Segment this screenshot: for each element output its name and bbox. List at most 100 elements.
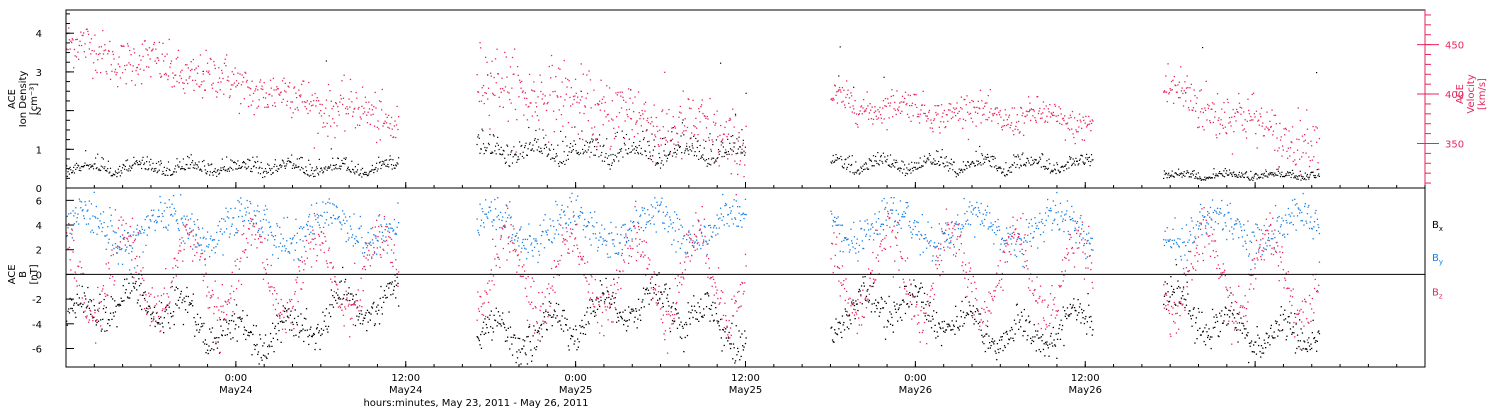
velocity-point (139, 55, 140, 56)
velocity-point (146, 66, 147, 67)
density-point (1005, 162, 1006, 163)
by-point (559, 224, 560, 225)
bx-point (965, 297, 966, 298)
density-point (548, 154, 549, 155)
velocity-point (243, 77, 244, 78)
bx-point (1174, 292, 1175, 293)
velocity-point (923, 91, 924, 92)
density-point (1090, 161, 1091, 162)
bx-point (89, 308, 90, 309)
velocity-point (325, 108, 326, 109)
density-point (1015, 156, 1016, 157)
velocity-point (977, 113, 978, 114)
density-point (609, 164, 610, 165)
velocity-point (1306, 109, 1307, 110)
velocity-point (355, 127, 356, 128)
density-point (107, 168, 108, 169)
density-point (864, 169, 865, 170)
bx-point (1213, 327, 1214, 328)
bx-point (1197, 330, 1198, 331)
bx-point (616, 322, 617, 323)
by-point (605, 240, 606, 241)
density-point (662, 138, 663, 139)
velocity-point (505, 86, 506, 87)
velocity-point (717, 136, 718, 137)
density-point (377, 171, 378, 172)
velocity-point (634, 136, 635, 137)
velocity-point (1083, 120, 1084, 121)
velocity-point (201, 81, 202, 82)
bx-point (189, 304, 190, 305)
bx-point (1187, 282, 1188, 283)
density-point (202, 161, 203, 162)
by-point (293, 259, 294, 260)
density-point (1238, 174, 1239, 175)
density-point (1070, 157, 1071, 158)
velocity-point (1071, 128, 1072, 129)
bx-point (364, 318, 365, 319)
density-point (533, 150, 534, 151)
bx-point (267, 346, 268, 347)
by-point (505, 212, 506, 213)
density-point (258, 172, 259, 173)
velocity-point (68, 27, 69, 28)
density-point (895, 162, 896, 163)
velocity-point (323, 122, 324, 123)
bx-point (147, 312, 148, 313)
bx-point (695, 318, 696, 319)
density-point (563, 161, 564, 162)
density-point (710, 164, 711, 165)
bx-point (729, 332, 730, 333)
velocity-point (1226, 133, 1227, 134)
bx-point (1033, 341, 1034, 342)
density-point (1204, 179, 1205, 180)
velocity-point (961, 97, 962, 98)
density-point (664, 155, 665, 156)
density-point (268, 172, 269, 173)
density-point (1223, 170, 1224, 171)
velocity-point (663, 126, 664, 127)
bx-point (501, 319, 502, 320)
bx-point (252, 334, 253, 335)
velocity-point (874, 112, 875, 113)
density-point (663, 164, 664, 165)
bx-point (845, 311, 846, 312)
density-point (566, 160, 567, 161)
by-point (273, 236, 274, 237)
bx-point (542, 336, 543, 337)
velocity-point (708, 137, 709, 138)
bx-point (611, 304, 612, 305)
bx-point (1221, 310, 1222, 311)
velocity-point (498, 73, 499, 74)
bx-point (1012, 338, 1013, 339)
by-point (379, 231, 380, 232)
density-point (237, 160, 238, 161)
velocity-point (904, 98, 905, 99)
density-point (985, 156, 986, 157)
density-point (847, 157, 848, 158)
velocity-point (256, 107, 257, 108)
velocity-point (742, 145, 743, 146)
velocity-point (94, 35, 95, 36)
density-point (327, 168, 328, 169)
bx-point (1080, 303, 1081, 304)
bx-point (691, 306, 692, 307)
velocity-point (1038, 113, 1039, 114)
velocity-point (544, 102, 545, 103)
density-point (834, 161, 835, 162)
bx-point (295, 335, 296, 336)
by-point (535, 238, 536, 239)
bx-point (625, 321, 626, 322)
bx-point (220, 319, 221, 320)
by-point (203, 237, 204, 238)
bx-point (575, 325, 576, 326)
density-point (159, 164, 160, 165)
by-point (540, 243, 541, 244)
density-point (542, 153, 543, 154)
velocity-point (213, 61, 214, 62)
bx-point (99, 294, 100, 295)
by-point (119, 249, 120, 250)
density-point (904, 164, 905, 165)
bx-point (283, 305, 284, 306)
density-point (1317, 175, 1318, 176)
